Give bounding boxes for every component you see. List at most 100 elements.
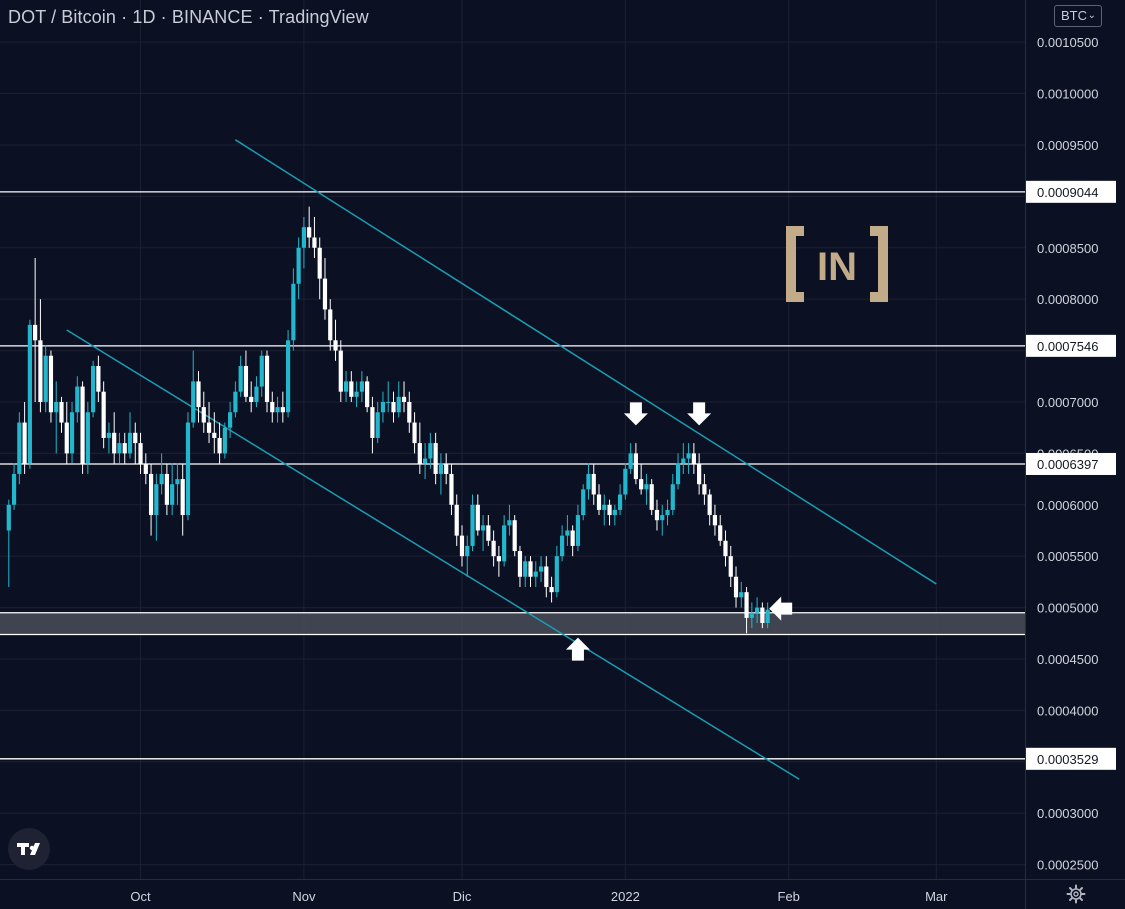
candle-body xyxy=(6,504,11,531)
brand-logo: IN xyxy=(786,226,888,302)
candle-body xyxy=(454,504,459,536)
arrow-down-icon xyxy=(623,402,648,426)
gear-icon[interactable] xyxy=(1066,884,1086,904)
candle-body xyxy=(675,463,681,485)
candle-body xyxy=(633,453,638,480)
candle-body xyxy=(133,432,138,444)
logo-bracket-left xyxy=(786,226,804,302)
candle-body xyxy=(733,576,739,598)
candle-body xyxy=(649,484,654,510)
candle-body xyxy=(127,432,133,454)
price-axis-label: 0.0003000 xyxy=(1037,806,1098,821)
level-label-box xyxy=(1026,452,1116,475)
candle-body xyxy=(575,515,581,546)
candle-body xyxy=(359,381,364,392)
candle-body xyxy=(554,556,559,593)
candle-body xyxy=(754,607,760,613)
level-price-label: 0.0007546 xyxy=(1037,339,1098,354)
candle-body xyxy=(143,463,148,474)
channel-line-upper xyxy=(234,139,937,585)
price-axis-label: 0.0009500 xyxy=(1037,138,1098,153)
candle-body xyxy=(438,463,444,474)
price-axis-label: 0.0008000 xyxy=(1037,292,1098,307)
level-label-box xyxy=(1026,334,1116,357)
price-axis-label: 0.0007000 xyxy=(1037,395,1098,410)
candle-body xyxy=(48,355,54,413)
level-price-label: 0.0003529 xyxy=(1037,752,1098,767)
price-axis-label: 0.0005000 xyxy=(1037,601,1098,616)
candle-body xyxy=(412,422,417,444)
candle-body xyxy=(765,609,770,624)
candle-body xyxy=(17,422,22,474)
time-axis-label: Nov xyxy=(292,889,316,904)
tradingview-logo-icon[interactable] xyxy=(8,828,50,870)
logo-bracket-right xyxy=(870,226,888,302)
candle-body xyxy=(702,484,707,495)
candle-body xyxy=(159,473,164,485)
candle-body xyxy=(475,504,480,531)
candle-body xyxy=(528,561,533,577)
candle-body xyxy=(101,391,106,438)
candle-body xyxy=(212,432,217,438)
candle-body xyxy=(280,407,285,413)
candle-body xyxy=(69,412,75,454)
candle-body xyxy=(33,324,38,341)
candle-body xyxy=(233,391,238,413)
logo-text: IN xyxy=(817,245,857,289)
candle-body xyxy=(338,350,343,392)
candle-body xyxy=(449,473,454,505)
currency-selector[interactable]: BTC ⌄ xyxy=(1054,5,1102,27)
candle-body xyxy=(380,401,386,413)
candle-body xyxy=(386,401,391,403)
candle-body xyxy=(744,592,749,618)
candle-body xyxy=(264,355,270,402)
candle-body xyxy=(417,443,422,464)
candle-body xyxy=(739,592,744,598)
candle-body xyxy=(691,453,696,464)
candle-body xyxy=(581,489,586,516)
candle-body xyxy=(201,407,206,423)
candle-body xyxy=(660,515,665,521)
candle-body xyxy=(760,607,765,624)
candle-body xyxy=(85,412,90,464)
candle-body xyxy=(285,340,291,413)
candle-body xyxy=(681,458,686,464)
candle-body xyxy=(433,443,438,474)
support-zone xyxy=(0,612,1025,635)
candle-body xyxy=(27,324,32,464)
candle-body xyxy=(591,473,596,495)
candle-body xyxy=(365,381,370,408)
currency-label: BTC xyxy=(1061,8,1087,23)
interval-label[interactable]: 1D xyxy=(132,7,156,27)
candle-body xyxy=(480,525,486,531)
candle-body xyxy=(470,504,475,546)
candle-body xyxy=(22,422,27,464)
candle-body xyxy=(749,612,754,618)
candle-body xyxy=(75,386,80,413)
candle-body xyxy=(38,340,43,402)
candle-body xyxy=(296,247,301,284)
candle-body xyxy=(707,494,712,516)
candle-body xyxy=(686,453,691,459)
title-separator: · xyxy=(257,7,264,27)
candle-body xyxy=(185,422,191,516)
candle-body xyxy=(370,407,375,438)
candles xyxy=(6,206,770,634)
candle-body xyxy=(407,401,412,423)
symbol-label[interactable]: DOT / Bitcoin xyxy=(8,7,116,27)
level-label-box xyxy=(1026,747,1116,770)
candle-body xyxy=(328,309,333,341)
candle-body xyxy=(138,443,143,464)
candle-body xyxy=(312,237,317,248)
candle-body xyxy=(217,437,222,454)
candle-body xyxy=(570,530,575,546)
candle-body xyxy=(423,458,428,464)
title-separator: · xyxy=(160,7,167,27)
candle-body xyxy=(544,566,549,588)
candle-body xyxy=(523,561,528,577)
level-price-label: 0.0006397 xyxy=(1037,457,1098,472)
candle-body xyxy=(391,401,396,413)
candle-body xyxy=(354,391,359,397)
